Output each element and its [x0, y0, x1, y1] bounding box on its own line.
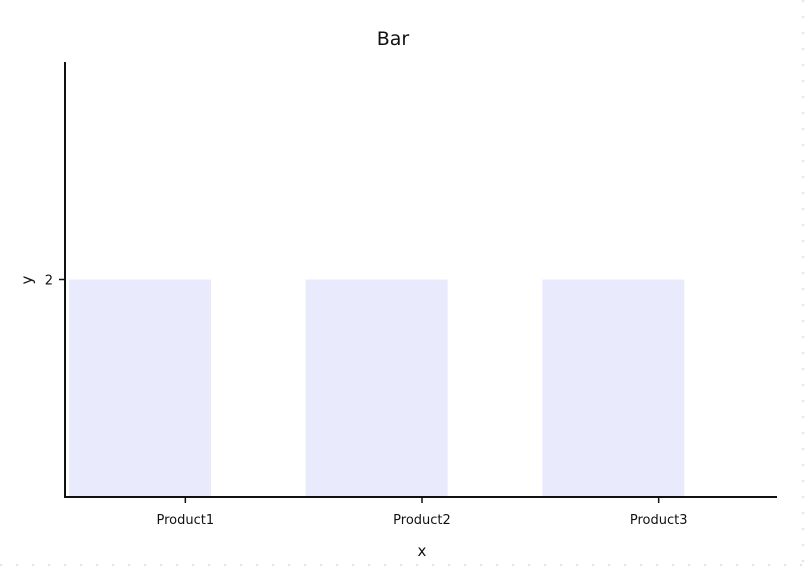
bar-product2 — [305, 279, 448, 497]
x-ticks-group: Product1 Product2 Product3 — [157, 497, 688, 528]
bar-product1 — [69, 279, 211, 497]
chart-title: Bar — [377, 28, 410, 50]
y-axis-label: y — [18, 275, 36, 284]
x-tick-label: Product3 — [630, 513, 688, 528]
bar-product3 — [542, 279, 685, 497]
bars-group — [69, 279, 685, 497]
x-axis-label: x — [418, 542, 427, 560]
background-dot-pattern — [0, 561, 807, 569]
x-tick-label: Product1 — [157, 513, 215, 528]
x-tick-label: Product2 — [393, 513, 451, 528]
background-dot-pattern-right — [799, 0, 807, 569]
y-tick-label: 2 — [45, 274, 53, 289]
y-ticks-group: 2 — [45, 274, 65, 289]
